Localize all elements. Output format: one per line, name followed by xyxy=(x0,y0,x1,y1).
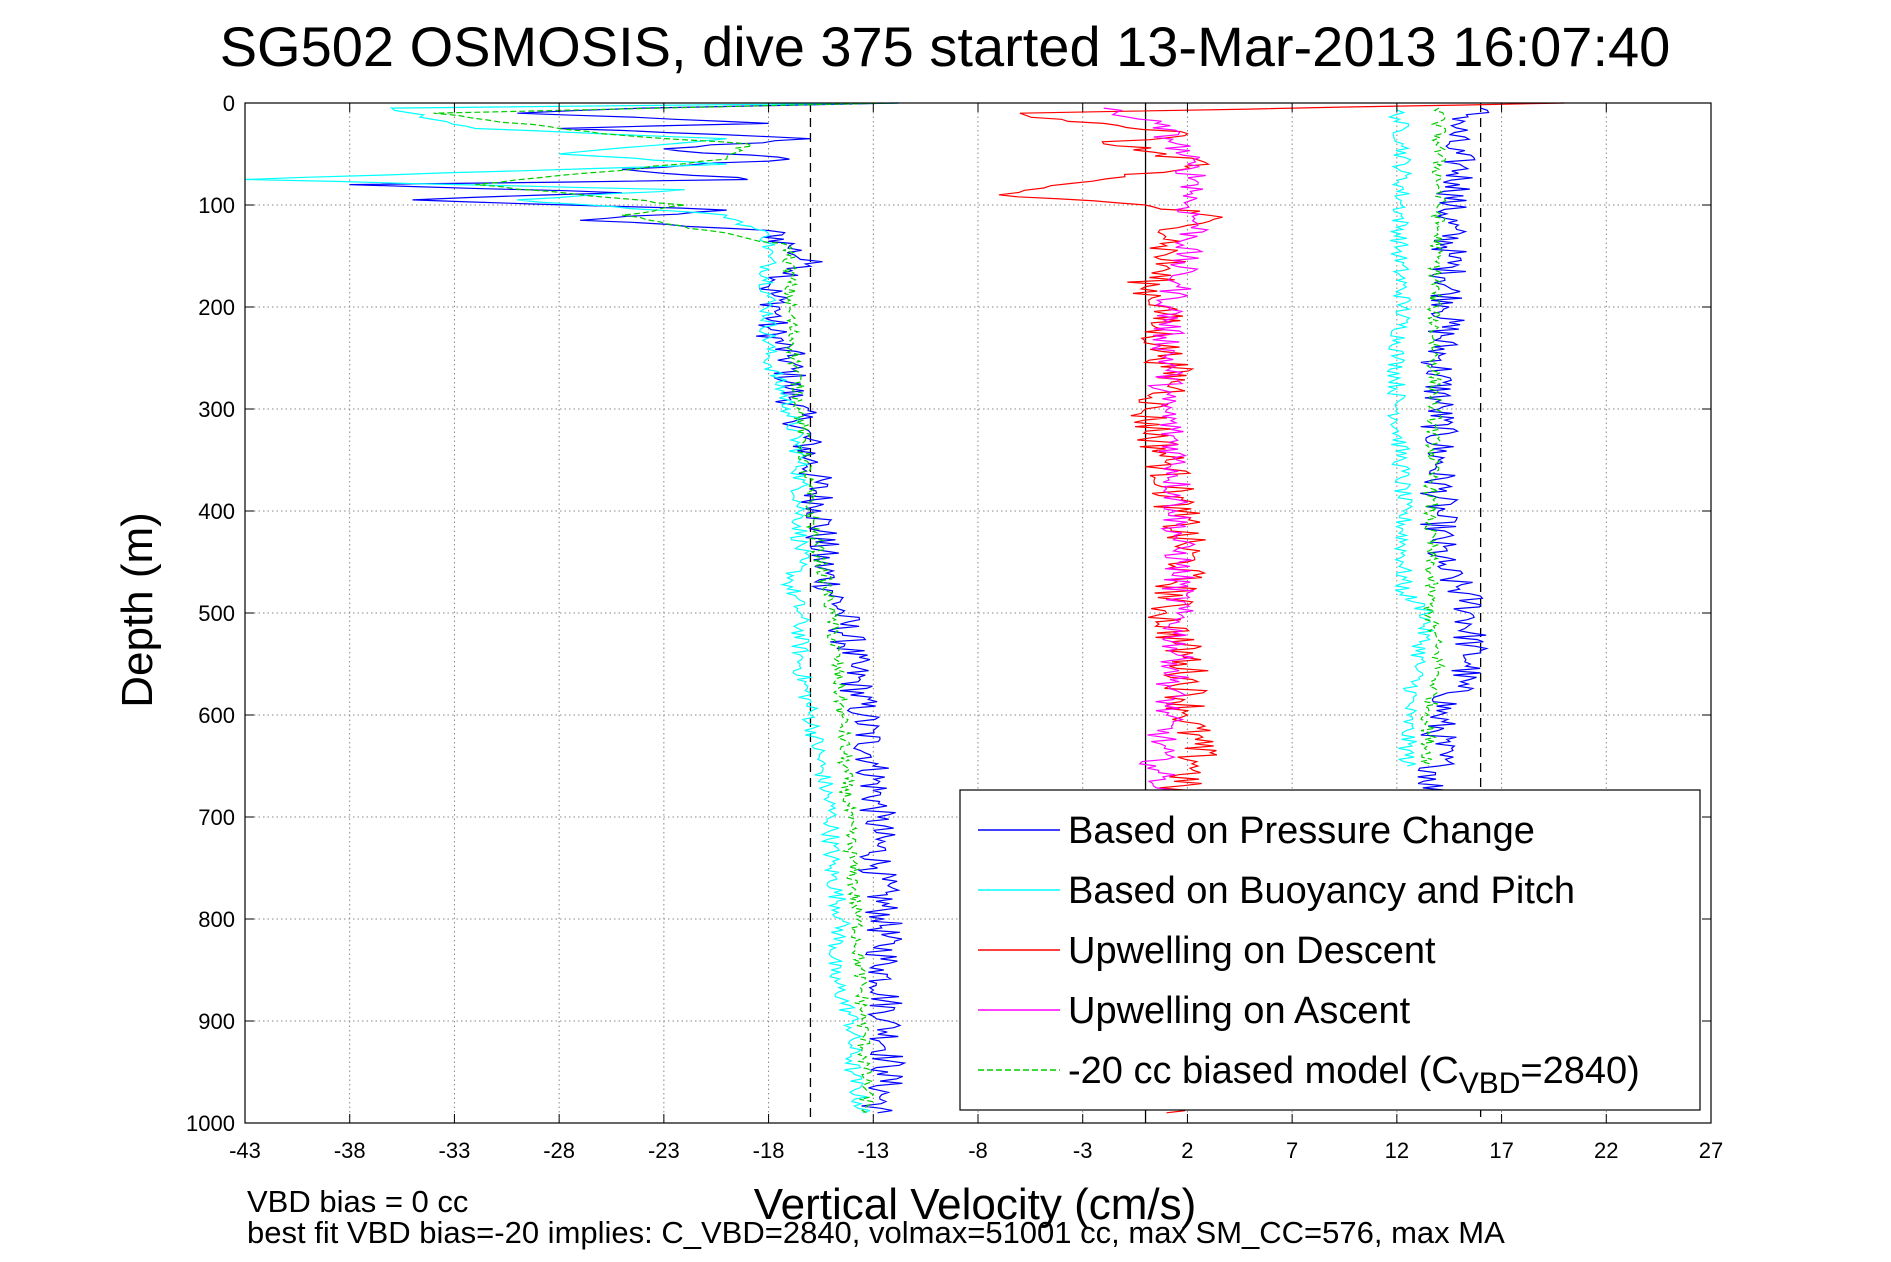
y-tick-label: 1000 xyxy=(186,1111,235,1136)
x-tick-label: -38 xyxy=(334,1138,366,1163)
legend-label-suffix: =2840) xyxy=(1520,1050,1639,1092)
footer-vbd-bias: VBD bias = 0 cc xyxy=(247,1184,468,1219)
y-axis-title: Depth (m) xyxy=(113,512,162,708)
legend-label: Based on Buoyancy and Pitch xyxy=(1068,870,1575,912)
y-tick-label: 800 xyxy=(198,907,235,932)
y-tick-label: 300 xyxy=(198,397,235,422)
legend-label-subscript: VBD xyxy=(1459,1067,1521,1100)
x-tick-label: -23 xyxy=(648,1138,680,1163)
series-line-1-descent xyxy=(244,102,899,1114)
x-tick-label: -13 xyxy=(857,1138,889,1163)
legend-label-text: Based on Pressure Change xyxy=(1068,810,1535,852)
legend-label: -20 cc biased model (CVBD=2840) xyxy=(1068,1050,1640,1100)
x-tick-label: 27 xyxy=(1699,1138,1723,1163)
legend-label-text: -20 cc biased model (C xyxy=(1068,1050,1459,1092)
series-line-1-ascent xyxy=(1386,107,1435,767)
series-line-4-ascent xyxy=(1420,107,1447,767)
series-layer xyxy=(244,102,1565,1114)
legend-label-text: Upwelling on Descent xyxy=(1068,930,1436,972)
series-line-0-ascent xyxy=(1415,107,1490,797)
x-tick-label: 17 xyxy=(1489,1138,1513,1163)
x-tick-label: -3 xyxy=(1073,1138,1093,1163)
series-line-4-descent xyxy=(433,102,895,1114)
footer-best-fit: best fit VBD bias=-20 implies: C_VBD=284… xyxy=(247,1215,1505,1250)
legend-box xyxy=(959,789,1701,1111)
y-tick-label: 400 xyxy=(198,499,235,524)
x-tick-label: -8 xyxy=(968,1138,988,1163)
legend-label: Upwelling on Descent xyxy=(1068,930,1436,972)
x-tick-label: -18 xyxy=(753,1138,785,1163)
legend: Based on Pressure Change Based on Buoyanc… xyxy=(959,789,1701,1111)
y-tick-label: 0 xyxy=(223,91,235,116)
x-tick-label: -43 xyxy=(229,1138,261,1163)
y-tick-label: 100 xyxy=(198,193,235,218)
legend-label-text: Based on Buoyancy and Pitch xyxy=(1068,870,1575,912)
y-tick-label: 900 xyxy=(198,1009,235,1034)
x-axis-title: Vertical Velocity (cm/s) xyxy=(754,1180,1197,1229)
y-tick-label: 700 xyxy=(198,805,235,830)
legend-label-text: Upwelling on Ascent xyxy=(1068,990,1411,1032)
y-tick-label: 600 xyxy=(198,703,235,728)
chart-title: SG502 OSMOSIS, dive 375 started 13-Mar-2… xyxy=(220,15,1671,78)
axis-ticks: -43 -38 -33 -28 -23 -18 -13 -8 -3 2 7 12 17 22 2701002… xyxy=(186,91,1723,1163)
x-tick-label: 2 xyxy=(1181,1138,1193,1163)
x-tick-label: -33 xyxy=(439,1138,471,1163)
x-tick-label: 12 xyxy=(1385,1138,1409,1163)
x-tick-label: -28 xyxy=(543,1138,575,1163)
legend-label: Upwelling on Ascent xyxy=(1068,990,1411,1032)
y-tick-label: 500 xyxy=(198,601,235,626)
y-tick-label: 200 xyxy=(198,295,235,320)
series-line-0-descent xyxy=(349,102,907,1114)
x-tick-label: 7 xyxy=(1286,1138,1298,1163)
series-line-3-trace xyxy=(1103,107,1210,797)
x-tick-label: 22 xyxy=(1594,1138,1618,1163)
legend-label: Based on Pressure Change xyxy=(1068,810,1535,852)
